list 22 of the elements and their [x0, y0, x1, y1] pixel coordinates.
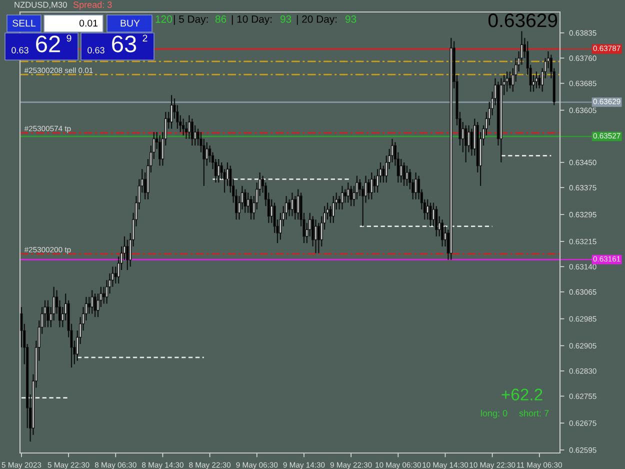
- annotation: 0.63: [12, 47, 28, 54]
- annotation: | 5 Day:: [174, 15, 208, 25]
- annotation: 62: [36, 36, 60, 52]
- annotation: 63: [112, 36, 136, 52]
- annotation: 0.01: [79, 20, 98, 27]
- annotation: 0.63629: [488, 13, 558, 28]
- annotation: 0.63: [88, 47, 104, 54]
- annotation: short: 7: [519, 410, 549, 416]
- chart-title: NZDUSD,M30: [14, 2, 67, 9]
- annotation: | 20 Day:: [296, 15, 337, 25]
- annotation: 93: [280, 15, 292, 23]
- annotation: BUY: [120, 20, 140, 27]
- text: Spread: 3: [73, 1, 112, 10]
- annotation: 9: [66, 34, 72, 42]
- annotation: long: 0: [481, 410, 508, 418]
- annotation: | 10 Day:: [232, 15, 272, 25]
- annotation: 120: [156, 15, 172, 23]
- annotation: 86: [215, 15, 226, 23]
- annotation: +62.2: [502, 388, 542, 400]
- annotation: 2: [142, 34, 148, 42]
- annotation: 93: [345, 15, 356, 23]
- annotation: SELL: [12, 20, 36, 27]
